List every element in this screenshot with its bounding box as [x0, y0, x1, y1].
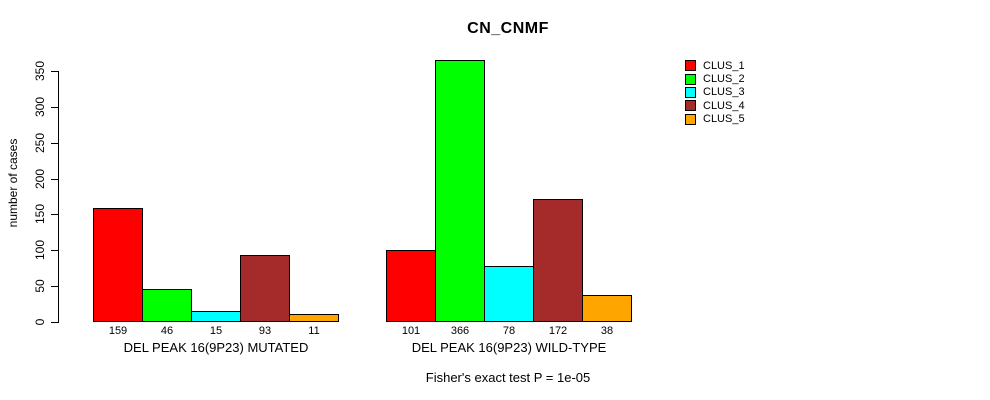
y-tick-label: 350 — [33, 60, 47, 82]
bar-value-label: 366 — [450, 325, 470, 337]
category-label: DEL PEAK 16(9P23) WILD-TYPE — [411, 340, 607, 355]
legend-label: CLUS_5 — [703, 113, 745, 126]
y-tick-mark — [51, 250, 58, 251]
legend-row: CLUS_1 — [685, 59, 745, 72]
bar-value-label: 38 — [600, 325, 614, 337]
y-tick-label: 250 — [33, 132, 47, 154]
legend-label: CLUS_1 — [703, 59, 745, 72]
legend-row: CLUS_3 — [685, 86, 745, 99]
y-tick-mark — [51, 143, 58, 144]
y-tick-label: 150 — [33, 203, 47, 225]
bar-value-label: 46 — [160, 325, 174, 337]
legend-row: CLUS_5 — [685, 113, 745, 126]
bar-clus_3-group2 — [484, 266, 534, 322]
bar-value-label: 11 — [308, 325, 320, 337]
bar-clus_2-group2 — [435, 60, 485, 322]
bar-clus_4-group1 — [240, 255, 290, 322]
y-axis-line — [58, 71, 59, 323]
y-tick-mark — [51, 286, 58, 287]
bar-clus_5-group1 — [289, 314, 339, 322]
legend-swatch-clus_1 — [685, 60, 696, 72]
legend-swatch-clus_2 — [685, 73, 696, 85]
bar-clus_3-group1 — [191, 311, 241, 322]
y-tick-label: 200 — [33, 168, 47, 190]
legend-swatch-clus_5 — [685, 113, 696, 125]
category-label: DEL PEAK 16(9P23) MUTATED — [123, 340, 309, 355]
bar-clus_1-group1 — [93, 208, 143, 322]
legend-row: CLUS_4 — [685, 99, 745, 112]
legend-label: CLUS_4 — [703, 99, 745, 112]
bar-value-label: 15 — [209, 325, 223, 337]
bar-value-label: 172 — [548, 325, 568, 337]
bar-clus_5-group2 — [582, 295, 632, 322]
bar-clus_4-group2 — [533, 199, 583, 322]
legend-swatch-clus_4 — [685, 100, 696, 112]
bar-value-label: 159 — [108, 325, 128, 337]
legend-label: CLUS_2 — [703, 73, 745, 86]
y-tick-label: 0 — [33, 318, 47, 326]
y-axis-title: number of cases — [6, 138, 20, 228]
legend-label: CLUS_3 — [703, 86, 745, 99]
bar-value-label: 93 — [258, 325, 272, 337]
legend-swatch-clus_3 — [685, 86, 696, 98]
y-tick-mark — [51, 71, 58, 72]
legend-row: CLUS_2 — [685, 72, 745, 85]
y-tick-mark — [51, 179, 58, 180]
statistical-test-annotation: Fisher's exact test P = 1e-05 — [425, 370, 591, 385]
bar-clus_2-group1 — [142, 289, 192, 322]
y-tick-mark — [51, 322, 58, 323]
y-tick-label: 50 — [33, 279, 47, 293]
y-tick-label: 300 — [33, 96, 47, 118]
bar-clus_1-group2 — [386, 250, 436, 322]
y-tick-mark — [51, 214, 58, 215]
legend: CLUS_1 CLUS_2 CLUS_3 CLUS_4 CLUS_5 — [685, 59, 745, 126]
bar-value-label: 78 — [502, 325, 516, 337]
y-tick-label: 100 — [33, 239, 47, 261]
chart-title: CN_CNMF — [467, 20, 549, 37]
bar-value-label: 101 — [401, 325, 421, 337]
y-tick-mark — [51, 107, 58, 108]
